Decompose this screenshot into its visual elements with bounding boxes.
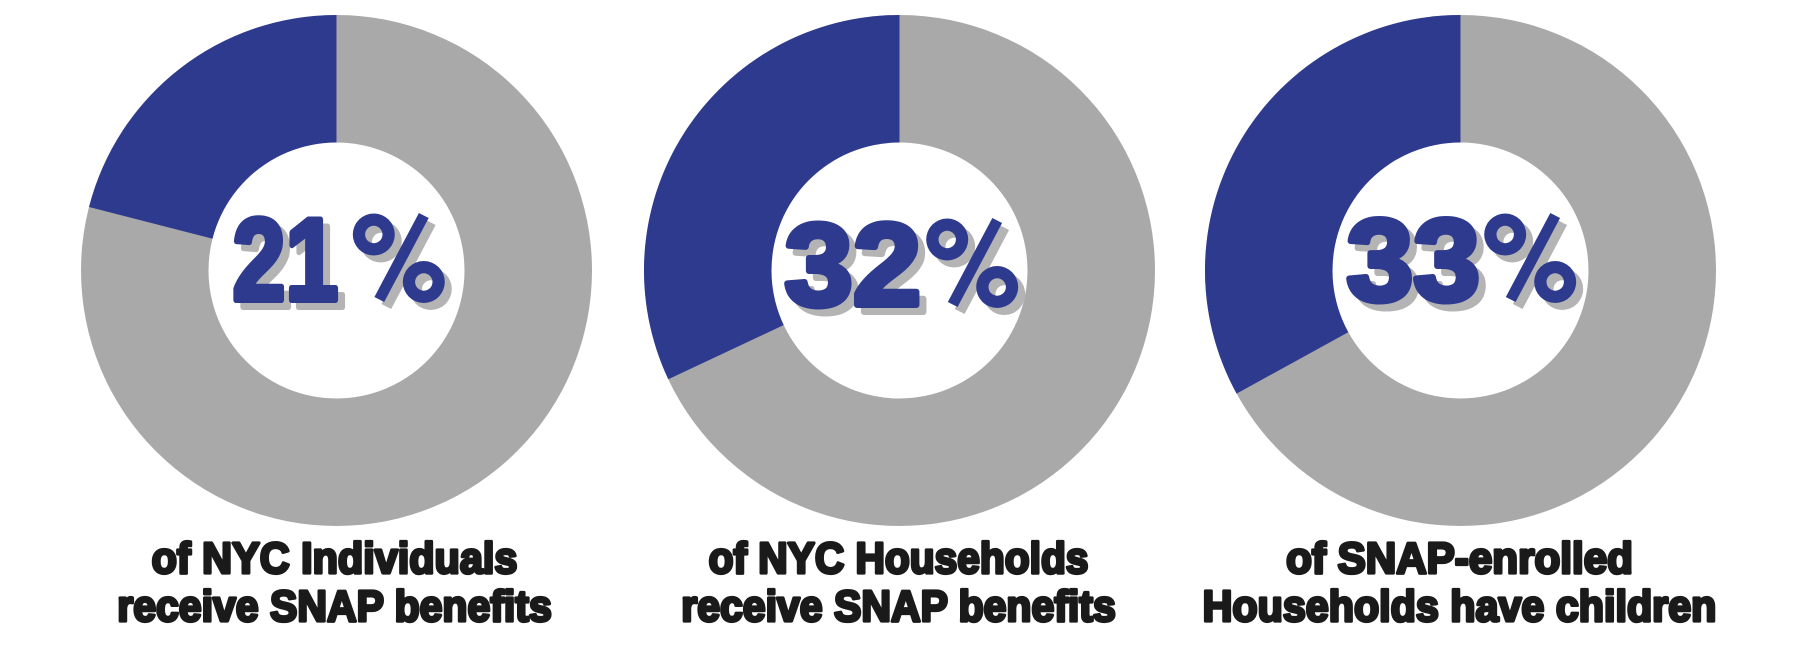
svg-text:33: 33 [1347,196,1481,326]
svg-text:21: 21 [240,202,346,332]
svg-text:receive SNAP benefits: receive SNAP benefits [681,582,1116,632]
svg-text:32: 32 [792,208,929,337]
svg-text:33: 33 [1354,203,1488,333]
svg-text:of SNAP-enrolled: of SNAP-enrolled [1286,534,1633,583]
svg-text:21: 21 [233,195,339,325]
svg-text:of NYC Individuals: of NYC Individuals [152,534,518,583]
svg-text:32: 32 [785,201,922,330]
svg-text:Households have children: Households have children [1203,582,1717,632]
svg-text:of NYC Households: of NYC Households [709,534,1089,583]
svg-text:receive SNAP benefits: receive SNAP benefits [117,582,552,632]
